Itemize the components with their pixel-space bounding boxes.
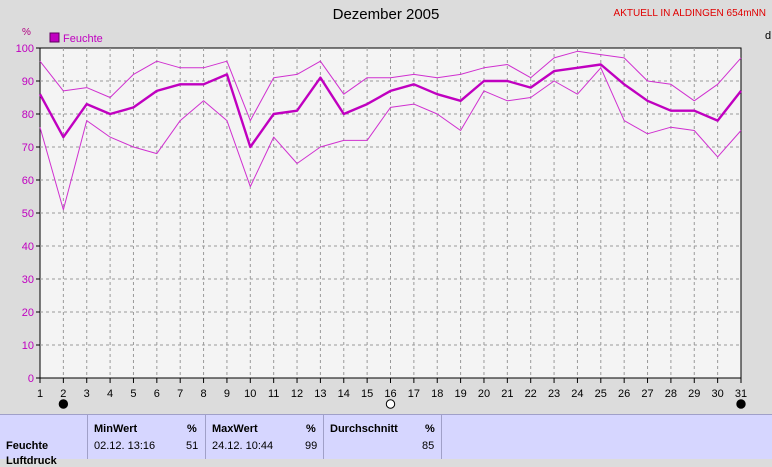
moon-phase-marker <box>58 399 69 409</box>
min-value: 51 <box>186 440 199 452</box>
x-tick-label: 1 <box>37 388 43 400</box>
x-tick-label: 6 <box>154 388 160 400</box>
stats-panel: Feuchte Luftdruck MinWert % 02.12. 13:16… <box>0 414 772 467</box>
empty-cell <box>441 415 772 459</box>
legend-label: Feuchte <box>63 33 103 45</box>
x-tick-label: 4 <box>107 388 113 400</box>
x-tick-label: 28 <box>665 388 677 400</box>
x-tick-label: 16 <box>384 388 396 400</box>
max-cell: MaxWert % 24.12. 10:44 99 <box>205 415 323 459</box>
x-tick-label: 2 <box>60 388 66 400</box>
x-tick-label: 23 <box>548 388 560 400</box>
y-tick-label: 0 <box>28 373 34 385</box>
stats-row-label: Feuchte <box>6 440 49 452</box>
max-datetime: 24.12. 10:44 <box>212 440 274 452</box>
avg-cell: Durchschnitt % 85 <box>323 415 441 459</box>
series-min-line <box>39 67 742 211</box>
week-markers <box>58 399 746 409</box>
x-tick-label: 18 <box>431 388 443 400</box>
y-unit-label: % <box>22 27 31 38</box>
x-tick-label: 9 <box>224 388 230 400</box>
y-tick-label: 80 <box>22 109 34 121</box>
y-tick-label: 10 <box>22 340 34 352</box>
right-axis-label: d <box>765 30 772 42</box>
x-tick-label: 3 <box>84 388 90 400</box>
x-tick-labels: 1 2 3 4 5 6 7 8 9 10 11 12 13 14 15 16 17 18 19 20 21 22 23 24 2… <box>37 378 747 400</box>
series-max-line <box>39 50 742 122</box>
x-tick-label: 12 <box>291 388 303 400</box>
y-tick-label: 20 <box>22 307 34 319</box>
max-unit: % <box>306 423 316 435</box>
x-tick-label: 21 <box>501 388 513 400</box>
x-tick-label: 14 <box>338 388 350 400</box>
x-tick-label: 26 <box>618 388 630 400</box>
x-tick-label: 22 <box>525 388 537 400</box>
x-tick-label: 24 <box>571 388 583 400</box>
moon-phase-marker <box>385 399 396 409</box>
y-tick-label: 100 <box>16 43 34 55</box>
legend-swatch <box>49 32 60 43</box>
avg-value: 85 <box>422 440 435 452</box>
x-tick-label: 17 <box>408 388 420 400</box>
max-value: 99 <box>305 440 318 452</box>
y-tick-label: 40 <box>22 241 34 253</box>
y-tick-label: 50 <box>22 208 34 220</box>
min-header: MinWert <box>94 423 138 435</box>
y-tick-label: 60 <box>22 175 34 187</box>
avg-unit: % <box>425 423 435 435</box>
moon-phase-marker <box>736 399 746 409</box>
x-tick-label: 13 <box>314 388 326 400</box>
x-tick-label: 8 <box>201 388 207 400</box>
avg-header: Durchschnitt <box>330 423 398 435</box>
max-header: MaxWert <box>212 423 258 435</box>
series-lines <box>38 50 742 211</box>
min-cell: MinWert % 02.12. 13:16 51 <box>87 415 205 459</box>
x-tick-label: 25 <box>595 388 607 400</box>
y-tick-label: 70 <box>22 142 34 154</box>
y-tick-label: 90 <box>22 76 34 88</box>
y-tick-label: 30 <box>22 274 34 286</box>
y-tick-labels: 0 10 20 30 40 50 60 70 80 90 100 <box>16 43 40 385</box>
x-tick-label: 29 <box>688 388 700 400</box>
station-label: AKTUELL IN ALDINGEN 654mNN <box>613 8 766 19</box>
chart-title: Dezember 2005 <box>332 6 440 23</box>
series-avg-line <box>38 63 742 149</box>
x-tick-label: 20 <box>478 388 490 400</box>
x-tick-label: 7 <box>177 388 183 400</box>
x-tick-label: 15 <box>361 388 373 400</box>
x-tick-label: 5 <box>130 388 136 400</box>
stats-row-label-2: Luftdruck <box>6 455 57 467</box>
min-datetime: 02.12. 13:16 <box>94 440 156 452</box>
x-tick-label: 11 <box>268 388 279 400</box>
min-unit: % <box>187 423 197 435</box>
x-tick-label: 30 <box>712 388 724 400</box>
x-tick-label: 10 <box>244 388 256 400</box>
x-tick-label: 19 <box>454 388 466 400</box>
x-tick-label: 27 <box>641 388 653 400</box>
x-tick-label: 31 <box>735 388 747 400</box>
